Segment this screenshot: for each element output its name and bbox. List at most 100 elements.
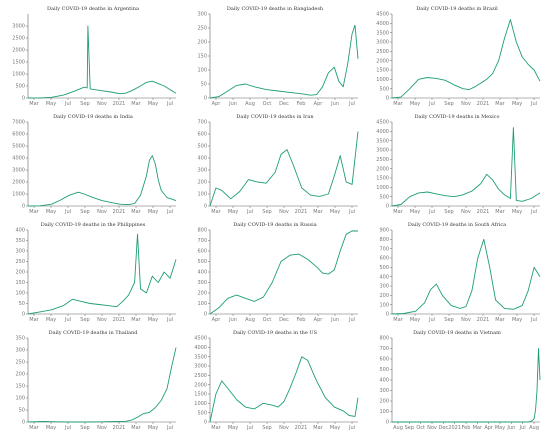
x-tick-label: Jun [506, 425, 515, 431]
x-tick-label: Sep [80, 209, 89, 215]
y-tick-label: 150 [15, 280, 25, 286]
x-tick-label: Nov [97, 425, 107, 431]
x-tick-label: 2021 [295, 209, 308, 215]
y-tick-label: 100 [197, 192, 207, 198]
x-tick-label: Jul [530, 317, 537, 323]
y-tick-label: 350 [15, 336, 25, 342]
chart-svg: 0 500 1000 1500 2000 2500 3000 Mar May Jul Sep Nov 2… [12, 14, 177, 107]
y-tick-label: 600 [379, 256, 389, 262]
chart-title: Daily COVID-19 deaths in Mexico [414, 114, 500, 120]
chart-title: Daily COVID-19 deaths in Iran [236, 114, 314, 120]
y-tick-label: 50 [19, 301, 25, 307]
x-tick-label: May [330, 209, 340, 215]
y-tick-label: 200 [197, 40, 207, 46]
y-tick-label: 700 [197, 238, 207, 244]
y-tick-label: 100 [379, 302, 389, 308]
chart-svg: 0 100 200 300 400 500 600 700 Mar May Jul Sep Nov 202… [197, 120, 359, 215]
x-tick-label: Nov [97, 101, 107, 107]
x-tick-label: Oct [263, 317, 272, 323]
series-line [209, 230, 358, 315]
x-tick-label: Feb [297, 317, 306, 323]
y-tick-label: 1000 [12, 72, 25, 78]
x-tick-label: Aug [245, 317, 255, 323]
y-tick-label: 2500 [12, 36, 25, 42]
chart-svg: 0 500 1000 1500 2000 2500 3000 3500 4000 4500 Mar M… [376, 12, 541, 107]
y-tick-label: 5000 [12, 144, 25, 150]
x-tick-label: Jul [530, 101, 537, 107]
x-tick-label: Nov [97, 317, 107, 323]
x-tick-label: Mar [473, 425, 483, 431]
x-tick-label: Dec [279, 317, 289, 323]
x-tick-label: May [148, 317, 158, 323]
y-tick-label: 4500 [376, 12, 389, 18]
y-tick-label: 600 [379, 357, 389, 363]
x-tick-label: Jul [64, 101, 71, 107]
x-tick-label: Feb [462, 425, 471, 431]
y-tick-label: 400 [197, 156, 207, 162]
x-tick-label: Sep [444, 209, 453, 215]
y-tick-label: 500 [15, 84, 25, 90]
chart-title: Daily COVID-19 deaths in Russia [233, 222, 317, 228]
y-tick-label: 700 [379, 346, 389, 352]
x-tick-label: Mar [131, 101, 141, 107]
x-tick-label: 2021 [448, 425, 461, 431]
x-tick-label: Nov [279, 425, 289, 431]
y-tick-label: 100 [15, 291, 25, 297]
series-line [209, 131, 359, 207]
chart-title: Daily COVID-19 deaths in Argentina [47, 6, 139, 12]
chart-panel: Daily COVID-19 deaths in India 0 1000 2000 3… [4, 110, 182, 215]
x-tick-label: Oct [263, 101, 272, 107]
y-tick-label: 1000 [12, 192, 25, 198]
x-tick-label: Mar [211, 425, 221, 431]
y-tick-label: 1500 [12, 60, 25, 66]
x-tick-label: May [410, 209, 420, 215]
x-tick-label: Sep [262, 425, 271, 431]
x-tick-label: Jul [348, 209, 355, 215]
y-tick-label: 4000 [376, 129, 389, 135]
chart-title: Daily COVID-19 deaths in Bangladesh [226, 6, 324, 12]
x-tick-label: Apr [314, 101, 324, 107]
y-tick-label: 3000 [376, 40, 389, 46]
y-tick-label: 400 [379, 274, 389, 280]
y-tick-label: 300 [197, 168, 207, 174]
y-tick-label: 300 [197, 280, 207, 286]
x-tick-label: Apr [212, 317, 222, 323]
y-tick-label: 4500 [376, 120, 389, 126]
y-tick-label: 0 [386, 420, 389, 426]
series-line [27, 25, 177, 99]
x-tick-label: Nov [461, 209, 471, 215]
x-tick-label: Jul [348, 425, 355, 431]
x-tick-label: Sep [80, 425, 89, 431]
x-tick-label: Apr [484, 425, 494, 431]
y-tick-label: 700 [379, 246, 389, 252]
y-tick-label: 3000 [12, 24, 25, 30]
x-tick-label: Mar [495, 209, 505, 215]
chart-panel: Daily COVID-19 deaths in Vietnam 0 100 200 3… [368, 326, 546, 431]
x-tick-label: May [46, 317, 56, 323]
x-tick-label: May [46, 209, 56, 215]
x-tick-label: Jul [246, 209, 253, 215]
y-tick-label: 100 [197, 301, 207, 307]
x-tick-label: Jul [246, 425, 253, 431]
x-tick-label: Mar [313, 209, 323, 215]
y-tick-label: 0 [386, 96, 389, 102]
x-tick-label: Mar [29, 209, 39, 215]
x-tick-label: Mar [393, 317, 403, 323]
y-tick-label: 400 [197, 270, 207, 276]
chart-svg: 0 50 100 150 200 250 300 350 Mar May Jul Sep Nov 2021… [15, 336, 177, 431]
chart-svg: 0 1000 2000 3000 4000 5000 6000 7000 Mar May Jul Se… [12, 120, 177, 215]
chart-title: Daily COVID-19 deaths in the Philippines [40, 222, 146, 228]
y-tick-label: 250 [15, 360, 25, 366]
x-tick-label: Jul [64, 209, 71, 215]
chart-svg: 0 50 100 150 200 250 300 350 400 Mar May Jul Sep Nov 2… [15, 228, 177, 323]
y-tick-label: 300 [15, 348, 25, 354]
x-tick-label: May [46, 425, 56, 431]
x-tick-label: Jun [228, 317, 237, 323]
chart-panel: Daily COVID-19 deaths in the US 0 500 1000 1… [186, 326, 364, 431]
y-tick-label: 4000 [12, 156, 25, 162]
x-tick-label: Mar [211, 209, 221, 215]
y-tick-label: 500 [379, 265, 389, 271]
x-tick-label: Mar [393, 101, 403, 107]
y-tick-label: 900 [379, 228, 389, 234]
